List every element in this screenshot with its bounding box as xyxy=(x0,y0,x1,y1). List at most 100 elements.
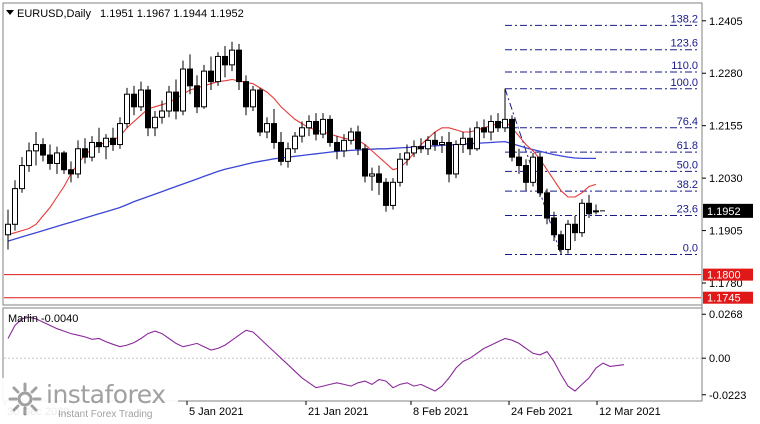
candle-body xyxy=(96,141,102,148)
candle-body xyxy=(5,223,11,236)
candle-body xyxy=(19,165,25,190)
candle xyxy=(306,115,312,137)
candle-body xyxy=(131,93,137,108)
candle-body xyxy=(68,169,74,175)
candle-body xyxy=(355,131,361,150)
candle xyxy=(159,100,165,124)
candle-body xyxy=(229,49,235,66)
candle xyxy=(131,85,137,116)
candle xyxy=(544,188,550,225)
candle-body xyxy=(278,141,284,162)
candle xyxy=(194,75,200,114)
candle-body xyxy=(383,181,389,206)
candle xyxy=(565,220,571,254)
candle-body xyxy=(292,135,298,150)
candle xyxy=(152,110,158,137)
candle xyxy=(334,136,340,160)
candle xyxy=(138,81,144,111)
price-tick-label: 1.2280 xyxy=(709,68,743,80)
candle xyxy=(54,146,60,174)
fibonacci-levels: 138.2 123.6 110.0 100.0 76.4 61.8 50.0 38.2 23.6… xyxy=(504,13,700,255)
candle-body xyxy=(488,120,494,133)
candle xyxy=(187,54,193,95)
collapse-triangle-icon[interactable] xyxy=(6,10,14,15)
candle-body xyxy=(418,146,424,150)
candle xyxy=(537,152,543,198)
current-price-box xyxy=(703,203,753,218)
current-price-label: 1.1952 xyxy=(707,206,741,218)
candle-body xyxy=(327,118,333,143)
candle xyxy=(243,75,249,116)
candle xyxy=(124,87,130,128)
candle xyxy=(502,88,508,132)
candle-body xyxy=(537,156,543,194)
candle xyxy=(320,113,326,139)
candle-body xyxy=(572,223,578,234)
candle xyxy=(75,140,81,179)
candle-body xyxy=(474,127,480,150)
candle-body xyxy=(47,154,53,164)
candle xyxy=(166,85,172,118)
candle xyxy=(453,140,459,179)
level-price-box xyxy=(703,268,753,281)
candle-body xyxy=(243,81,249,108)
candle-body xyxy=(82,148,88,158)
candle-body xyxy=(509,118,515,158)
candle xyxy=(523,159,529,191)
candle-body xyxy=(432,139,438,146)
candle-body xyxy=(341,139,347,152)
candle xyxy=(278,131,284,166)
candle xyxy=(89,136,95,162)
instaforex-watermark: instaforex Instant Forex Trading xyxy=(2,378,178,422)
candle xyxy=(474,121,480,151)
candle-body xyxy=(40,144,46,156)
candle xyxy=(236,43,242,91)
candle xyxy=(376,165,382,195)
candle-body xyxy=(110,137,116,146)
fib-level-label: 123.6 xyxy=(670,38,698,50)
candle-body xyxy=(565,223,571,250)
candle xyxy=(180,60,186,116)
candle xyxy=(208,56,214,91)
svg-text:EURUSD,Daily 1.1951 1.1967: EURUSD,Daily 1.1951 1.1967 1.1944 1.1952 xyxy=(17,8,244,20)
candle-body xyxy=(530,156,536,183)
fib-level-label: 61.8 xyxy=(677,140,698,152)
fib-level-label: 100.0 xyxy=(670,77,698,89)
price-tick-label: 1.1905 xyxy=(709,226,743,238)
candle xyxy=(117,117,123,149)
candle xyxy=(509,115,515,162)
price-tick-label: 1.2155 xyxy=(709,121,743,133)
candle-body xyxy=(257,89,263,133)
brand-name: instaforex xyxy=(46,380,166,409)
candle xyxy=(40,138,46,162)
candle-body xyxy=(250,89,256,108)
fib-level-label: 76.4 xyxy=(677,116,698,128)
candle-body xyxy=(453,144,459,175)
candle xyxy=(250,85,256,111)
candle xyxy=(145,85,151,137)
time-tick-label: 8 Feb 2021 xyxy=(413,406,469,418)
indicator-tick-label: 0.0268 xyxy=(709,309,743,321)
candle xyxy=(327,115,333,147)
candle xyxy=(432,131,438,151)
candle-body xyxy=(425,139,431,150)
candle xyxy=(68,161,74,183)
candle xyxy=(362,144,368,183)
candle xyxy=(96,127,102,153)
level-price-label: 1.1745 xyxy=(707,293,741,305)
candle xyxy=(5,209,11,250)
candle-body xyxy=(180,68,186,112)
candle-body xyxy=(320,118,326,135)
candle-body xyxy=(376,173,382,183)
candle xyxy=(201,64,207,109)
level-price-label: 1.1800 xyxy=(707,270,741,282)
candle xyxy=(411,140,417,158)
level-lines xyxy=(4,274,701,299)
candle xyxy=(383,178,389,212)
candle xyxy=(348,127,354,145)
candle-body xyxy=(117,123,123,146)
candle-body xyxy=(145,89,151,129)
candle-body xyxy=(215,55,221,83)
candle xyxy=(285,142,291,168)
